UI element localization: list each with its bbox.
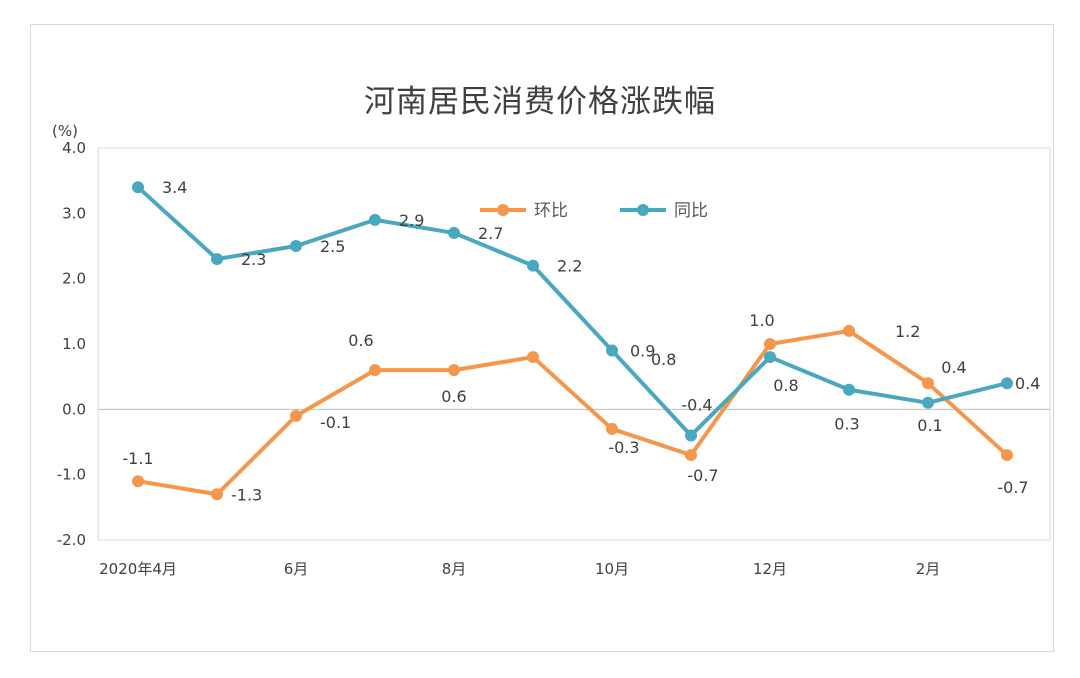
data-label-mom: 0.6 [441, 387, 466, 406]
point-mom [922, 377, 934, 390]
y-tick-label: 3.0 [62, 204, 86, 222]
data-label-yoy: 2.2 [557, 257, 582, 276]
point-yoy [448, 226, 460, 239]
x-axis-ticks: 2020年4月 6月 8月 10月 12月 2月 [99, 560, 940, 578]
series-line-yoy [136, 185, 1008, 438]
y-tick-label: -2.0 [57, 531, 86, 549]
series-lines [132, 181, 1013, 501]
data-label-yoy: 3.4 [162, 178, 187, 197]
series-line-mom [137, 328, 1009, 497]
point-mom [448, 364, 460, 377]
data-label-yoy: 0.1 [917, 416, 942, 435]
data-label-yoy: 2.9 [399, 211, 424, 230]
legend-marker-yoy [637, 204, 649, 216]
data-label-yoy: 0.9 [630, 342, 655, 361]
data-label-mom: -0.1 [320, 413, 351, 432]
y-tick-label: -1.0 [57, 466, 86, 484]
data-label-mom: 0.4 [941, 358, 966, 377]
data-label-yoy: 2.3 [241, 250, 266, 269]
data-label-yoy: 0.3 [834, 415, 859, 434]
data-label-mom: 0.8 [651, 350, 676, 369]
x-tick-label: 10月 [595, 560, 629, 578]
x-tick-label: 2020年4月 [99, 560, 177, 578]
y-axis-ticks: 4.0 3.0 2.0 1.0 0.0 -1.0 -2.0 [57, 139, 86, 549]
point-yoy [290, 240, 302, 252]
legend-marker-mom [497, 204, 509, 216]
point-yoy [132, 181, 144, 194]
point-mom [764, 338, 776, 350]
point-mom [685, 449, 697, 462]
data-label-mom: -0.7 [687, 466, 718, 485]
data-label-mom: -1.1 [122, 449, 153, 468]
x-tick-label: 8月 [442, 560, 467, 578]
y-tick-label: 2.0 [62, 270, 86, 288]
y-tick-label: 4.0 [62, 139, 86, 157]
data-label-yoy: 0.4 [1015, 374, 1040, 393]
point-yoy [211, 253, 223, 266]
point-yoy [685, 429, 697, 442]
point-mom [1001, 449, 1013, 462]
point-yoy [606, 344, 618, 357]
data-label-mom: 1.2 [895, 322, 920, 341]
x-tick-label: 12月 [753, 560, 787, 578]
legend-label-yoy: 同比 [674, 201, 708, 221]
plot-area [97, 147, 1051, 541]
point-yoy [922, 396, 934, 409]
point-mom [211, 488, 223, 501]
x-tick-label: 6月 [284, 560, 309, 578]
data-label-mom: 1.0 [749, 311, 774, 330]
legend-label-mom: 环比 [534, 201, 568, 221]
point-yoy [1001, 377, 1013, 390]
legend: 环比 同比 [480, 201, 708, 221]
point-mom [290, 409, 302, 422]
point-yoy [369, 213, 381, 226]
data-label-mom: -0.3 [608, 438, 639, 457]
plot-border [97, 147, 1051, 541]
point-yoy [843, 383, 855, 396]
point-yoy [527, 259, 539, 272]
point-mom [843, 324, 855, 337]
data-label-mom: -0.7 [997, 478, 1028, 497]
chart-frame [30, 24, 1054, 652]
data-label-yoy: 2.5 [320, 237, 345, 256]
y-tick-label: 0.0 [62, 400, 86, 418]
point-mom [527, 351, 539, 364]
data-label-mom: -1.3 [231, 485, 262, 504]
chart-title: 河南居民消费价格涨跌幅 [364, 84, 716, 120]
x-tick-label: 2月 [916, 560, 941, 578]
point-yoy [764, 351, 776, 364]
data-labels: -1.1 -1.3 -0.1 0.6 0.6 0.8 -0.3 -0.7 1.0 1.2 0.4 -0… [122, 178, 1040, 504]
data-label-yoy: -0.4 [681, 395, 712, 414]
y-axis-unit-label: (%) [52, 122, 78, 140]
point-mom [369, 364, 381, 377]
point-mom [132, 475, 144, 488]
y-tick-label: 1.0 [62, 335, 86, 353]
data-label-mom: 0.6 [348, 331, 373, 350]
data-label-yoy: 2.7 [478, 224, 503, 243]
point-mom [606, 422, 618, 435]
data-label-yoy: 0.8 [773, 376, 798, 395]
